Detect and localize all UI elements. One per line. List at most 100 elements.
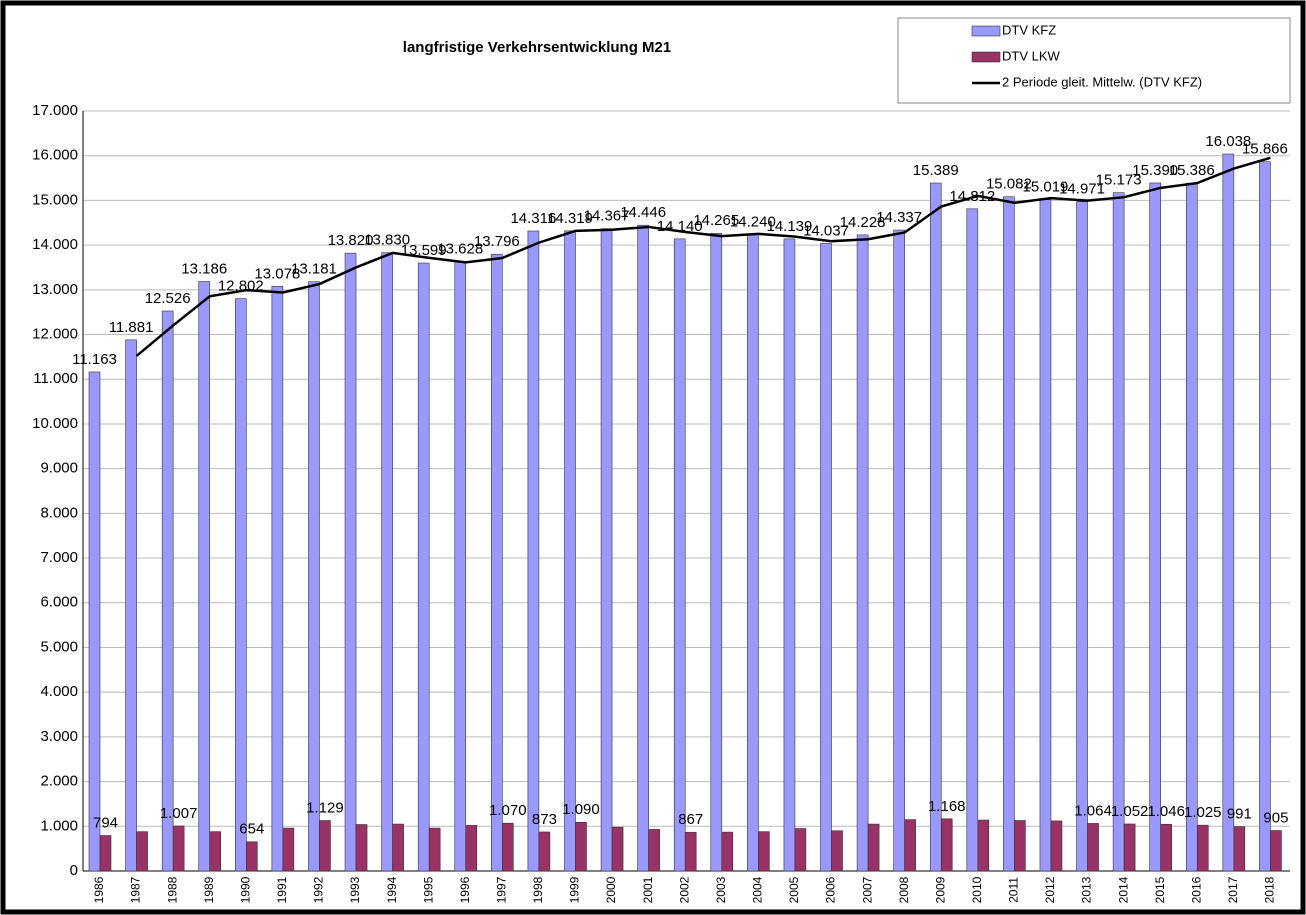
- bar: [564, 230, 576, 872]
- data-label: 1.168: [928, 798, 966, 815]
- data-label: 15.389: [913, 162, 959, 179]
- y-tick-label: 9.000: [40, 460, 78, 477]
- x-tick-label: 1992: [312, 876, 326, 903]
- bar: [684, 831, 697, 872]
- bar: [1160, 823, 1172, 872]
- legend-label: DTV LKW: [1002, 48, 1061, 63]
- bar: [966, 208, 979, 872]
- x-tick-label: 2009: [933, 876, 947, 903]
- data-label: 794: [93, 814, 118, 831]
- bar: [1259, 161, 1271, 872]
- bar: [1050, 820, 1063, 872]
- x-tick-label: 2017: [1226, 876, 1240, 903]
- bar: [575, 821, 587, 872]
- data-label: 14.367: [584, 208, 630, 225]
- bar: [125, 339, 137, 872]
- bar: [417, 262, 430, 872]
- x-tick-label: 2014: [1116, 876, 1130, 903]
- bar: [454, 261, 467, 872]
- data-label: 13.628: [437, 241, 483, 258]
- y-tick-label: 5.000: [40, 638, 78, 655]
- bar: [99, 835, 112, 872]
- data-label: 654: [239, 821, 264, 838]
- bar: [904, 819, 916, 872]
- legend-swatch: [971, 51, 1001, 63]
- data-label: 13.830: [364, 232, 410, 249]
- x-tick-label: 2016: [1189, 876, 1203, 903]
- legend-label: DTV KFZ: [1002, 22, 1056, 37]
- x-tick-label: 1986: [92, 876, 106, 903]
- y-tick-label: 2.000: [40, 773, 78, 790]
- x-tick-label: 1994: [385, 876, 399, 903]
- y-tick-label: 11.000: [33, 370, 78, 387]
- data-label: 905: [1263, 810, 1288, 827]
- data-label: 14.240: [730, 213, 776, 230]
- y-tick-label: 15.000: [32, 191, 78, 208]
- x-tick-label: 1991: [275, 876, 289, 903]
- bar: [1076, 201, 1088, 872]
- y-tick-label: 8.000: [40, 504, 78, 521]
- x-tick-label: 2004: [751, 876, 765, 903]
- legend-box: [897, 17, 1291, 104]
- bar: [648, 829, 660, 872]
- bar: [1014, 820, 1026, 872]
- y-tick-label: 16.000: [32, 147, 78, 164]
- bar: [1123, 823, 1136, 872]
- bar: [235, 298, 247, 872]
- y-tick-label: 10.000: [32, 415, 78, 432]
- y-tick-label: 13.000: [32, 281, 78, 298]
- bar: [161, 310, 174, 872]
- x-tick-label: 2018: [1263, 876, 1277, 903]
- bar: [1087, 823, 1099, 872]
- data-label: 16.038: [1205, 133, 1251, 150]
- data-label: 14.446: [620, 204, 666, 221]
- bar: [1149, 182, 1161, 872]
- x-tick-label: 2001: [641, 876, 655, 903]
- data-label: 12.526: [145, 290, 191, 307]
- data-label: 1.090: [562, 801, 600, 818]
- x-tick-label: 2010: [970, 876, 984, 903]
- data-label: 15.082: [986, 176, 1032, 193]
- y-tick-label: 4.000: [40, 683, 78, 700]
- x-tick-label: 2005: [787, 876, 801, 903]
- data-label: 1.046: [1147, 803, 1185, 820]
- data-label: 14.316: [510, 210, 556, 227]
- data-label: 13.078: [254, 265, 300, 282]
- x-tick-label: 1996: [458, 876, 472, 903]
- bar: [710, 232, 723, 872]
- bar: [1039, 199, 1052, 872]
- x-tick-label: 1989: [202, 876, 216, 903]
- data-label: 14.139: [766, 218, 812, 235]
- x-tick-label: 1993: [348, 876, 362, 903]
- bar: [172, 825, 185, 872]
- data-label: 1.025: [1184, 804, 1222, 821]
- data-label: 13.820: [328, 232, 374, 249]
- bar: [428, 827, 441, 872]
- bar: [527, 230, 540, 872]
- x-tick-label: 1990: [238, 876, 252, 903]
- x-tick-label: 2006: [824, 876, 838, 903]
- bar: [637, 224, 649, 872]
- x-tick-label: 2013: [1080, 876, 1094, 903]
- data-label: 14.337: [876, 209, 922, 226]
- y-tick-label: 7.000: [40, 549, 78, 566]
- bar: [246, 841, 258, 872]
- data-label: 14.971: [1059, 181, 1105, 198]
- y-tick-label: 3.000: [40, 728, 78, 745]
- data-label: 13.796: [474, 233, 520, 250]
- y-tick-label: 1.000: [40, 817, 78, 834]
- bar: [502, 822, 514, 872]
- data-label: 991: [1227, 806, 1252, 823]
- bar: [721, 831, 734, 872]
- x-tick-label: 1998: [531, 876, 545, 903]
- bar: [308, 281, 320, 872]
- data-label: 13.181: [291, 261, 337, 278]
- bar: [1003, 196, 1015, 872]
- bar: [381, 252, 393, 872]
- data-label: 11.881: [109, 319, 154, 336]
- bar: [600, 228, 613, 872]
- x-tick-label: 2012: [1043, 876, 1057, 903]
- data-label: 1.129: [306, 799, 344, 816]
